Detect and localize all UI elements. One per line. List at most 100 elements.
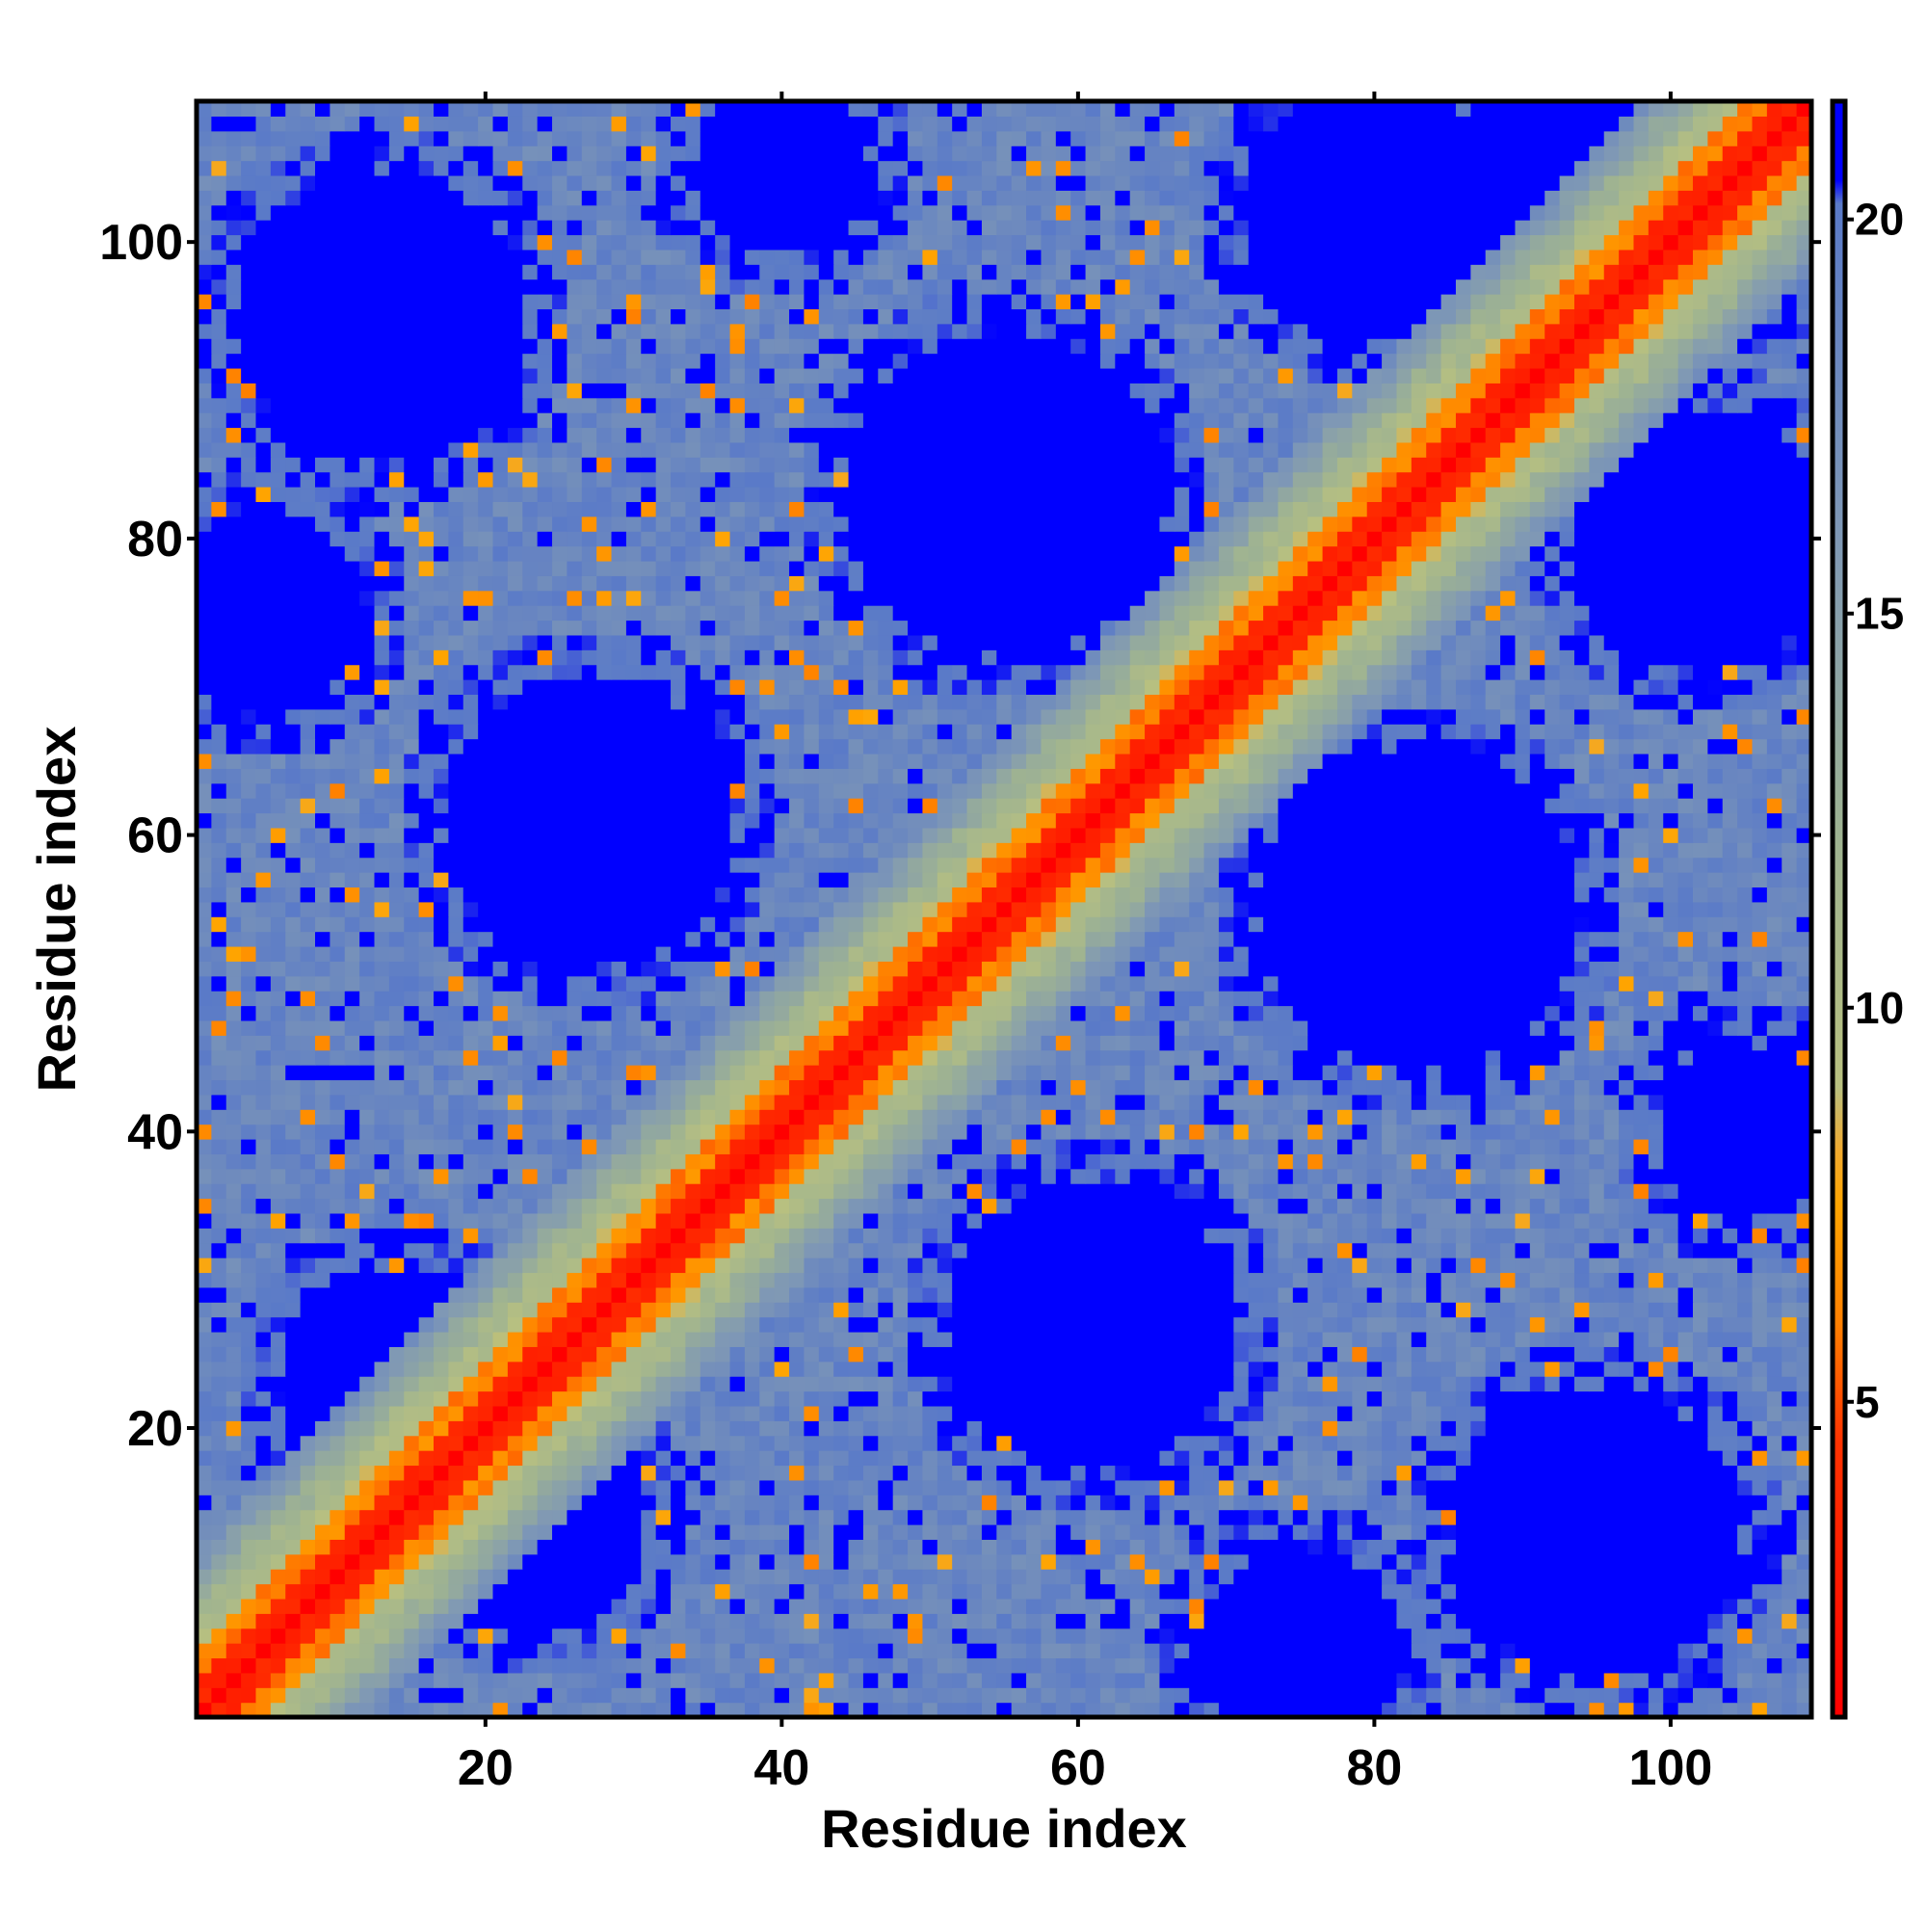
- heatmap-cell: [685, 1643, 701, 1659]
- heatmap-cell: [197, 1523, 212, 1540]
- heatmap-cell: [537, 1643, 553, 1659]
- heatmap-cell: [1573, 1138, 1590, 1154]
- heatmap-cell: [567, 1331, 583, 1347]
- heatmap-cell: [1426, 1212, 1457, 1229]
- heatmap-cell: [671, 1065, 687, 1081]
- heatmap-cell: [789, 1539, 805, 1555]
- heatmap-cell: [966, 1539, 983, 1555]
- heatmap-cell: [1633, 1257, 1650, 1274]
- heatmap-cell: [285, 1657, 302, 1674]
- heatmap-cell: [700, 1569, 716, 1585]
- heatmap-cell: [1752, 1405, 1768, 1421]
- heatmap-cell: [878, 1553, 894, 1570]
- heatmap-cell: [225, 1672, 242, 1688]
- heatmap-cell: [225, 1109, 242, 1125]
- heatmap-cell: [1352, 1286, 1368, 1303]
- heatmap-cell: [744, 1212, 760, 1229]
- heatmap-cell: [1515, 1212, 1531, 1229]
- heatmap-cell: [1559, 1065, 1575, 1081]
- heatmap-cell: [1366, 1450, 1383, 1467]
- heatmap-cell: [522, 1495, 539, 1511]
- heatmap-cell: [1411, 1109, 1427, 1125]
- heatmap-cell: [1129, 991, 1146, 1007]
- heatmap-cell: [567, 1376, 583, 1392]
- heatmap-cell: [1011, 1109, 1027, 1125]
- heatmap-cell: [1455, 1405, 1471, 1421]
- heatmap-cell: [1263, 1228, 1280, 1244]
- heatmap-cell: [1129, 975, 1146, 992]
- heatmap-cell: [1203, 857, 1220, 873]
- heatmap-cell: [922, 872, 938, 888]
- heatmap-cell: [1589, 931, 1605, 947]
- heatmap-cell: [507, 1153, 523, 1170]
- heatmap-cell: [315, 1539, 330, 1555]
- heatmap-cell: [641, 1065, 657, 1081]
- heatmap-cell: [1248, 1302, 1264, 1318]
- heatmap-cell: [1145, 842, 1161, 859]
- heatmap-cell: [1633, 991, 1650, 1007]
- heatmap-cell: [774, 1702, 790, 1718]
- heatmap-cell: [1677, 1005, 1694, 1021]
- heatmap-cell: [1263, 1405, 1280, 1421]
- heatmap-cell: [744, 1523, 760, 1540]
- heatmap-cell: [641, 1183, 657, 1200]
- heatmap-cell: [1070, 961, 1087, 977]
- heatmap-cell: [1322, 1390, 1338, 1407]
- heatmap-cell: [981, 1212, 1250, 1229]
- heatmap-cell: [952, 1553, 968, 1570]
- heatmap-cell: [285, 916, 302, 933]
- heatmap-cell: [1203, 1405, 1220, 1421]
- heatmap-cell: [804, 1672, 820, 1688]
- heatmap-cell: [833, 1272, 850, 1288]
- heatmap-cell: [744, 1153, 760, 1170]
- heatmap-cell: [981, 1523, 997, 1540]
- heatmap-cell: [1722, 1613, 1738, 1629]
- heatmap-cell: [1529, 1286, 1545, 1303]
- heatmap-cell: [478, 1465, 494, 1481]
- heatmap-cell: [759, 1583, 776, 1600]
- heatmap-cell: [1085, 1495, 1101, 1511]
- heatmap-cell: [1648, 1138, 1664, 1154]
- heatmap-cell: [1796, 1702, 1812, 1718]
- heatmap-cell: [1041, 1065, 1057, 1081]
- heatmap-cell: [255, 812, 286, 829]
- heatmap-cell: [1737, 1302, 1754, 1318]
- heatmap-cell: [1737, 1228, 1754, 1244]
- heatmap-cell: [878, 1228, 894, 1244]
- heatmap-cell: [1396, 1168, 1412, 1184]
- heatmap-cell: [700, 1479, 716, 1495]
- heatmap-cell: [418, 1079, 435, 1096]
- heatmap-cell: [1796, 1286, 1812, 1303]
- heatmap-cell: [1145, 991, 1161, 1007]
- heatmap-cell: [434, 1628, 449, 1644]
- heatmap-cell: [462, 1672, 479, 1688]
- heatmap-cell: [1707, 1657, 1724, 1674]
- heatmap-cell: [1396, 1094, 1412, 1110]
- heatmap-cell: [641, 1569, 657, 1585]
- heatmap-cell: [625, 1346, 642, 1363]
- heatmap-cell: [197, 1272, 212, 1288]
- heatmap-cell: [581, 975, 597, 992]
- heatmap-cell: [818, 1242, 834, 1258]
- heatmap-cell: [1099, 1049, 1131, 1066]
- heatmap-cell: [418, 812, 731, 829]
- heatmap-cell: [878, 916, 894, 933]
- heatmap-cell: [552, 1094, 568, 1110]
- heatmap-cell: [581, 1435, 597, 1451]
- heatmap-cell: [804, 1628, 820, 1644]
- heatmap-cell: [1070, 1583, 1087, 1600]
- heatmap-cell: [625, 1228, 642, 1244]
- heatmap-cell: [1396, 1390, 1412, 1407]
- heatmap-cell: [862, 1257, 879, 1274]
- heatmap-cell: [1470, 1124, 1487, 1140]
- heatmap-cell: [492, 1569, 509, 1585]
- heatmap-cell: [255, 1376, 360, 1392]
- heatmap-cell: [1752, 1257, 1768, 1274]
- heatmap-cell: [344, 1523, 360, 1540]
- heatmap-cell: [1796, 1450, 1812, 1467]
- heatmap-cell: [1352, 1228, 1368, 1244]
- heatmap-cell: [818, 1553, 834, 1570]
- heatmap-cell: [596, 1198, 613, 1214]
- heatmap-cell: [1707, 991, 1724, 1007]
- heatmap-cell: [197, 1628, 212, 1644]
